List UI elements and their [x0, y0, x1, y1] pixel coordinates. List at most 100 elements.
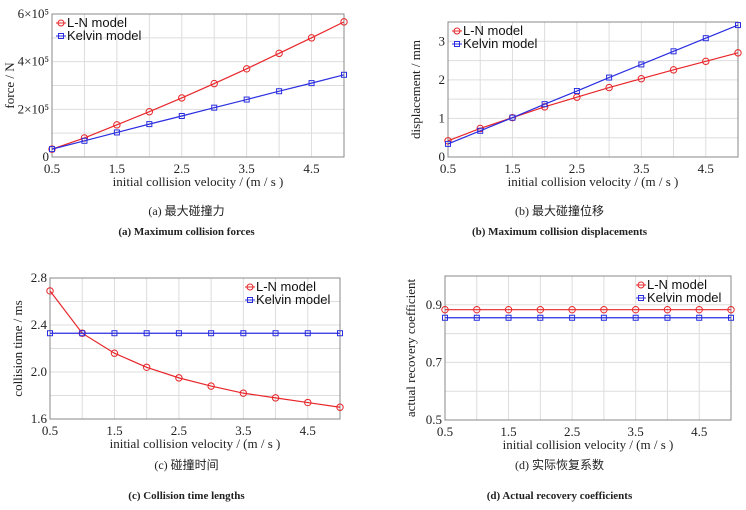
y-tick-label: 2.8: [31, 270, 47, 285]
data-point-ln: [631, 305, 640, 314]
caption-a-cn: (a) 最大碰撞力: [148, 204, 225, 218]
data-point-ln: [605, 83, 613, 92]
data-point-ln: [600, 305, 608, 314]
x-tick-label: 1.5: [106, 423, 122, 438]
plot-frame: [447, 21, 739, 158]
series-line-ln: [447, 52, 739, 142]
data-point-ln: [48, 145, 56, 153]
caption-a-en: (a) Maximum collision forces: [118, 226, 255, 238]
data-point-ln: [637, 75, 646, 83]
x-tick-label: 3.5: [633, 161, 649, 176]
data-point-ln: [271, 394, 280, 402]
x-tick-label: 0.5: [440, 161, 456, 176]
data-point-kelvin: [445, 140, 451, 147]
y-tick-label: 2×10⁵: [18, 101, 49, 116]
data-point-ln: [239, 389, 248, 397]
x-tick-label: 4.5: [300, 423, 316, 438]
y-tick-label: 4×10⁵: [18, 54, 49, 69]
legend-label-ln: L-N model: [647, 277, 707, 292]
x-tick-label: 4.5: [303, 161, 319, 176]
chart-a: 0.5 1.5 2.5 3.5 4.5 0 2×10⁵ 4×10⁵ 6×10⁵ initial c…: [2, 6, 348, 189]
data-point-kelvin: [240, 330, 247, 337]
data-point-ln: [444, 137, 452, 145]
data-point-kelvin: [175, 330, 182, 337]
data-point-ln: [663, 305, 672, 314]
data-point-ln: [340, 18, 348, 26]
series-line-kelvin: [447, 24, 739, 145]
data-point-kelvin: [606, 74, 613, 81]
legend-label-ln: L-N model: [67, 15, 127, 30]
y-tick-label: 2.4: [31, 317, 48, 332]
legend-label-kelvin: Kelvin model: [647, 290, 722, 305]
y-tick-label: 0.9: [426, 297, 442, 312]
x-tick-label: 2.5: [564, 424, 580, 439]
data-point-kelvin: [664, 314, 671, 321]
data-point-ln: [536, 305, 545, 314]
data-point-kelvin: [537, 314, 544, 321]
y-tick-label: 6×10⁵: [18, 6, 49, 21]
data-point-kelvin: [442, 314, 448, 321]
plot-frame: [51, 13, 345, 158]
data-point-kelvin: [111, 330, 118, 337]
x-axis-label: initial collision velocity / (m / s ): [113, 174, 284, 189]
y-axis-label: actual recovery coefficient: [403, 278, 418, 417]
legend-label-kelvin: Kelvin model: [67, 28, 142, 43]
x-tick-label: 1.5: [109, 161, 125, 176]
legend-marker-kelvin: [638, 295, 644, 301]
y-tick-label: 0: [43, 149, 50, 164]
data-point-kelvin: [81, 137, 88, 144]
data-point-kelvin: [541, 101, 548, 108]
y-tick-label: 0.7: [426, 354, 443, 369]
caption-d-cn: (d) 实际恢复系数: [515, 458, 604, 472]
x-axis-label: initial collision velocity / (m / s ): [508, 174, 679, 189]
data-point-kelvin: [728, 314, 734, 321]
x-tick-label: 2.5: [171, 423, 187, 438]
data-point-kelvin: [638, 61, 645, 68]
chart-c: 0.5 1.5 2.5 3.5 4.5 1.6 2.0 2.4 2.8 initial colli…: [10, 270, 344, 451]
legend-marker-ln: [246, 283, 254, 291]
data-point-ln: [473, 305, 481, 314]
chart-b: 0.5 1.5 2.5 3.5 4.5 0 1 2 3 initial collision vel…: [408, 21, 742, 189]
data-point-kelvin: [272, 330, 279, 337]
data-point-ln: [145, 108, 154, 116]
x-tick-label: 3.5: [239, 161, 255, 176]
legend-marker-kelvin: [454, 41, 460, 47]
data-point-kelvin: [79, 330, 86, 337]
y-axis-label: collision time / ms: [10, 300, 25, 396]
caption-d-en: (d) Actual recovery coefficients: [486, 490, 633, 502]
data-point-ln: [275, 49, 283, 58]
data-point-ln: [476, 124, 484, 133]
data-point-ln: [113, 121, 121, 129]
data-point-kelvin: [341, 71, 347, 78]
y-tick-label: 1: [439, 110, 446, 125]
plot-frame: [444, 275, 732, 421]
data-point-kelvin: [308, 80, 315, 87]
x-axis-label: initial collision velocity / (m / s ): [503, 437, 674, 452]
x-tick-label: 2.5: [569, 161, 585, 176]
y-tick-label: 2.0: [31, 364, 47, 379]
data-point-kelvin: [143, 330, 150, 337]
data-point-kelvin: [49, 146, 55, 153]
caption-c-cn: (c) 碰撞时间: [154, 458, 219, 472]
data-point-ln: [46, 287, 54, 295]
x-tick-label: 4.5: [691, 424, 707, 439]
data-point-ln: [207, 382, 215, 390]
caption-c-en: (c) Collision time lengths: [128, 490, 245, 502]
data-point-ln: [508, 113, 517, 122]
data-point-kelvin: [735, 22, 741, 29]
caption-b-cn: (b) 最大碰撞位移: [515, 204, 604, 218]
x-tick-label: 1.5: [504, 161, 520, 176]
data-point-kelvin: [702, 35, 709, 42]
data-point-ln: [110, 349, 119, 357]
data-point-ln: [441, 305, 449, 314]
data-point-kelvin: [47, 330, 53, 337]
x-tick-label: 1.5: [500, 424, 516, 439]
data-point-ln: [669, 66, 678, 74]
y-axis-label: force / N: [2, 62, 17, 109]
y-tick-label: 0.5: [426, 412, 442, 427]
data-point-kelvin: [208, 330, 215, 337]
plot-frame: [49, 277, 341, 420]
x-tick-label: 2.5: [174, 161, 190, 176]
data-point-kelvin: [304, 330, 311, 337]
